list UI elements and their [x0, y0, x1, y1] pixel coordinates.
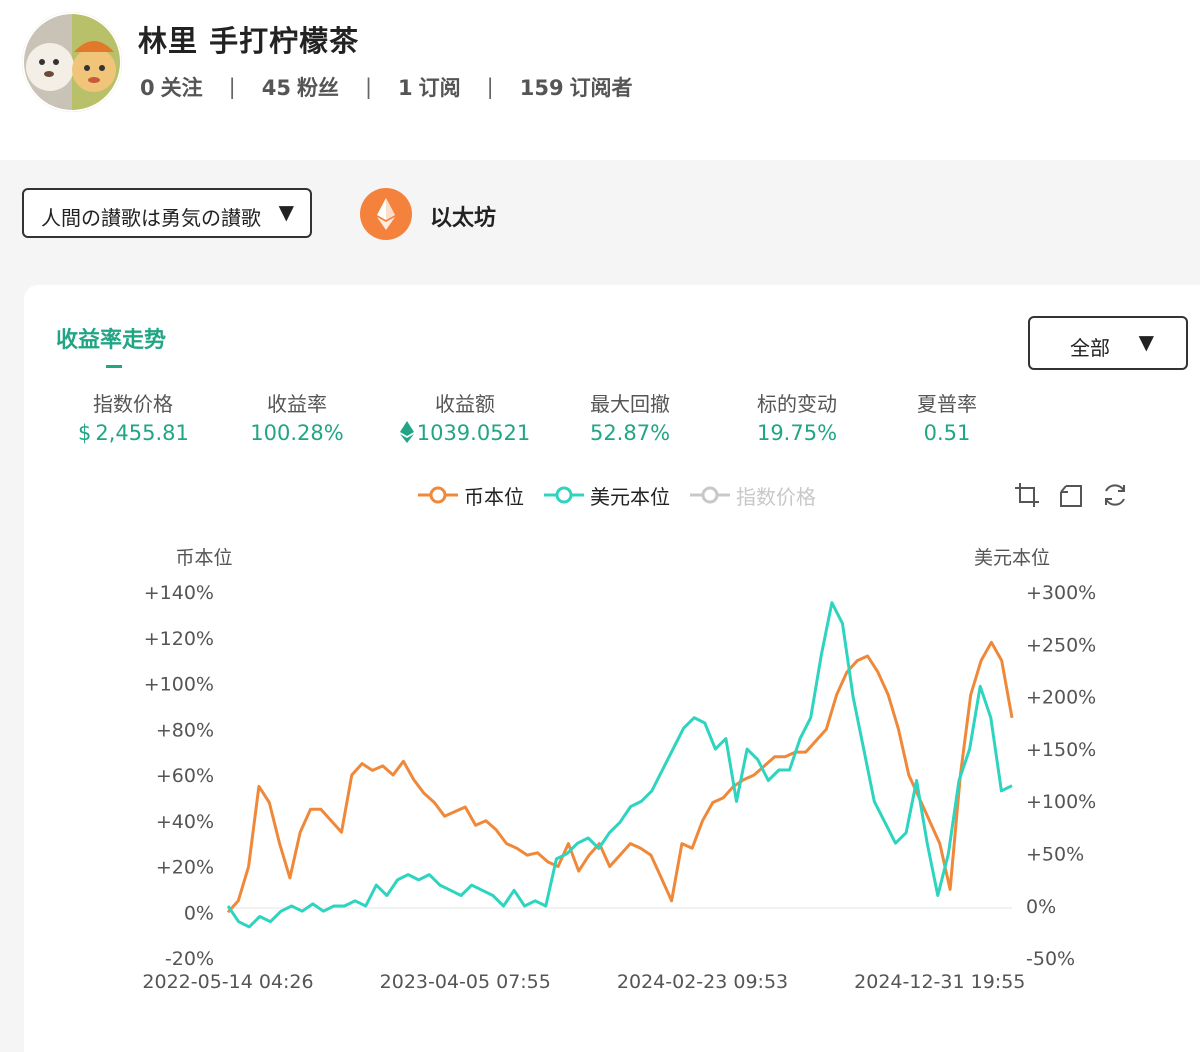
metric-sharpe-ratio: 夏普率 0.51 [917, 392, 977, 445]
legend-marker [690, 486, 730, 504]
tab-return-trend[interactable]: 收益率走势 [56, 328, 167, 353]
stat-divider: | [486, 75, 494, 99]
profile-stats: 0 关注 | 45 粉丝 | 1 订阅 | 159 订阅者 [140, 72, 633, 102]
legend-item-index-price[interactable]: 指数价格 [690, 481, 816, 510]
stat-divider: | [364, 75, 373, 99]
avatar[interactable] [22, 12, 122, 112]
legend-item-usd-based[interactable]: 美元本位 [544, 481, 670, 510]
metric-underlying-change: 标的变动 19.75% [756, 392, 838, 445]
undo-icon[interactable] [1056, 480, 1086, 510]
profile-header: 林里 手打柠檬茶 0 关注 | 45 粉丝 | 1 订阅 | 159 订阅者 [0, 0, 1200, 160]
range-dropdown-value: 全部 [1070, 336, 1110, 360]
profile-name: 林里 手打柠檬茶 [138, 24, 360, 58]
stat-following[interactable]: 0 关注 [140, 76, 203, 100]
crop-icon[interactable] [1012, 480, 1042, 510]
coin-name: 以太坊 [430, 206, 497, 231]
legend-item-coin-based[interactable]: 币本位 [418, 481, 524, 510]
legend-marker [418, 486, 458, 504]
chevron-down-icon: ▼ [1138, 330, 1154, 354]
stat-subscribers[interactable]: 159 订阅者 [519, 76, 633, 100]
legend-marker [544, 486, 584, 504]
strategy-dropdown-value: 人間の讃歌は勇気の讃歌 [41, 206, 261, 230]
tab-active-indicator [106, 365, 122, 368]
strategy-dropdown[interactable]: 人間の讃歌は勇気の讃歌 ▼ [22, 188, 312, 238]
refresh-icon[interactable] [1100, 480, 1130, 510]
metric-return-rate: 收益率 100.28% [250, 392, 344, 445]
stat-divider: | [228, 75, 236, 99]
metric-max-drawdown: 最大回撤 52.87% [589, 392, 671, 445]
stat-followers[interactable]: 45 粉丝 [261, 76, 339, 100]
chevron-down-icon: ▼ [278, 200, 294, 224]
metric-index-price: 指数价格 $2,455.81 [78, 392, 189, 445]
ethereum-small-icon [399, 421, 414, 443]
metric-return-amount: 收益额 1039.0521 [398, 388, 532, 445]
chart-legend: 币本位 美元本位 指数价格 [418, 480, 836, 510]
stat-subscriptions[interactable]: 1 订阅 [398, 76, 461, 100]
ethereum-icon [360, 188, 412, 240]
range-dropdown[interactable]: 全部 ▼ [1028, 316, 1188, 370]
